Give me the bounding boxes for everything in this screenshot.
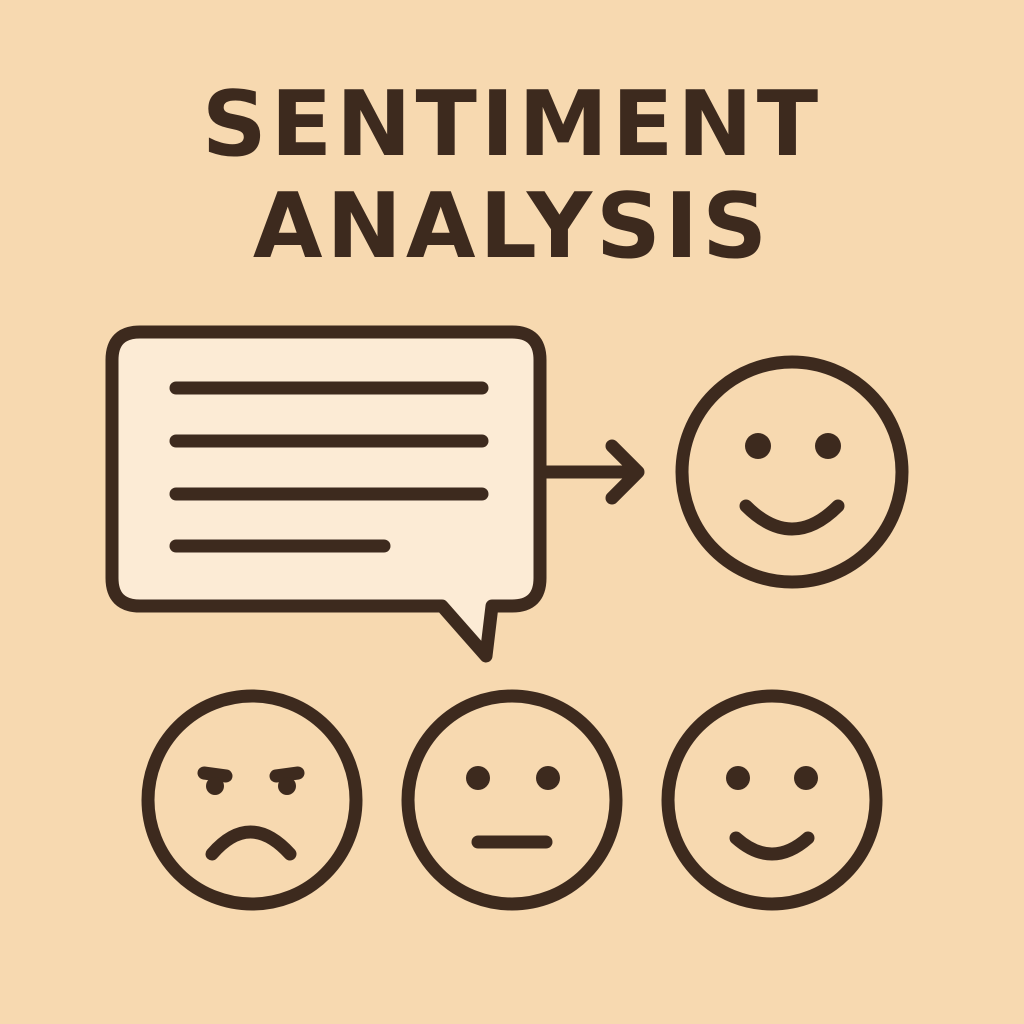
eye xyxy=(206,777,224,795)
title-line-1: SENTIMENT xyxy=(201,72,823,177)
eye xyxy=(815,433,841,459)
arrow-right-icon xyxy=(539,439,645,505)
eye xyxy=(745,433,771,459)
title-line-2: ANALYSIS xyxy=(252,174,772,279)
eye xyxy=(278,777,296,795)
eye xyxy=(726,766,750,790)
happy-face-icon xyxy=(661,689,883,911)
smile-face-icon xyxy=(675,355,909,589)
eye xyxy=(794,766,818,790)
sad-face-icon xyxy=(141,689,363,911)
eye xyxy=(466,766,490,790)
eye xyxy=(536,766,560,790)
speech-bubble-icon xyxy=(105,325,547,663)
neutral-face-icon xyxy=(401,689,623,911)
